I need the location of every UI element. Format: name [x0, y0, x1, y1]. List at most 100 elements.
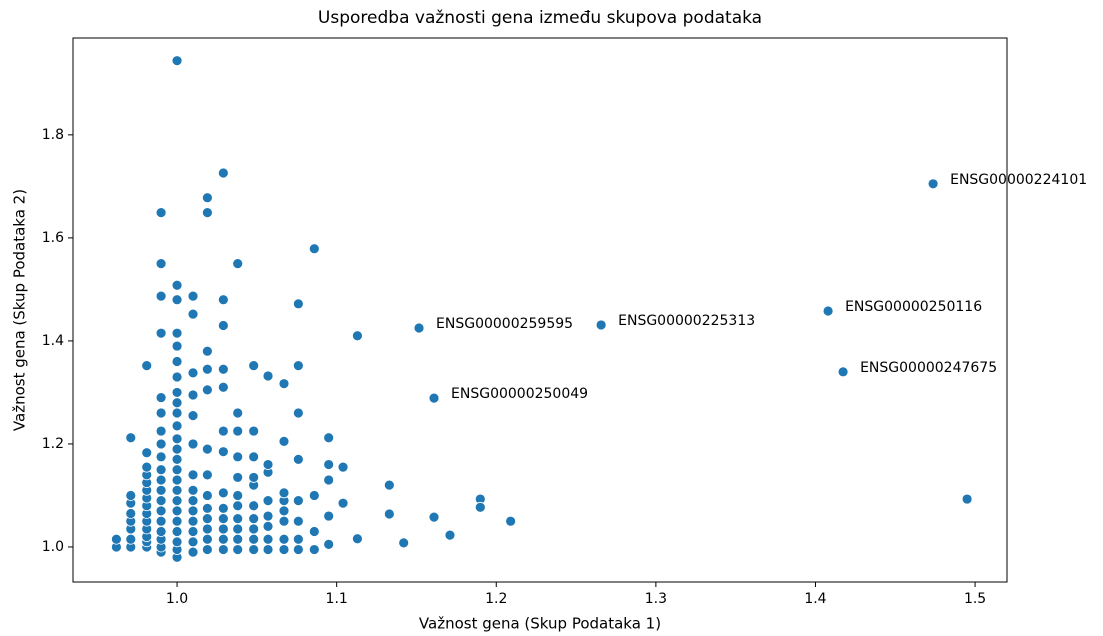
point — [171, 433, 183, 445]
point — [323, 432, 335, 444]
point — [278, 505, 290, 517]
point — [155, 495, 167, 507]
point — [125, 533, 137, 545]
point — [248, 472, 260, 483]
point — [292, 360, 304, 372]
point — [248, 533, 260, 545]
point — [292, 407, 304, 419]
point — [187, 536, 199, 548]
point — [248, 425, 260, 437]
point — [201, 384, 213, 396]
plot-frame — [72, 37, 1008, 583]
y-axis-label: Važnost gena (Skup Podataka 2) — [11, 189, 29, 431]
point — [232, 472, 244, 483]
point — [232, 490, 244, 501]
point — [187, 505, 199, 517]
point — [141, 461, 153, 473]
point — [171, 397, 183, 409]
point — [232, 513, 244, 525]
point — [155, 451, 167, 463]
point — [323, 538, 335, 550]
point — [308, 490, 320, 501]
point — [292, 533, 304, 545]
point — [187, 389, 199, 401]
point — [187, 526, 199, 537]
point — [187, 290, 199, 302]
point — [278, 515, 290, 527]
point — [217, 425, 229, 437]
point — [292, 298, 304, 310]
point — [171, 327, 183, 339]
point — [217, 487, 229, 499]
point — [232, 258, 244, 270]
point — [262, 370, 274, 382]
point — [292, 453, 304, 465]
point — [187, 367, 199, 379]
point — [232, 425, 244, 437]
point — [125, 432, 137, 444]
point — [171, 340, 183, 352]
x-tick-label: 1.2 — [485, 591, 507, 607]
point — [444, 529, 456, 541]
point — [187, 546, 199, 558]
point — [141, 447, 153, 459]
point — [217, 294, 229, 306]
point — [323, 459, 335, 470]
point — [292, 544, 304, 555]
y-tick-label: 1.2 — [42, 436, 64, 452]
point — [141, 360, 153, 372]
point — [262, 495, 274, 507]
point — [201, 544, 213, 555]
point — [201, 502, 213, 514]
x-tick-label: 1.4 — [804, 591, 826, 607]
point — [278, 378, 290, 390]
point — [595, 319, 607, 331]
point — [217, 513, 229, 525]
point — [961, 493, 973, 505]
point — [292, 495, 304, 507]
y-tick-label: 1.4 — [42, 333, 64, 349]
point — [187, 410, 199, 422]
point — [155, 258, 167, 270]
point — [217, 446, 229, 458]
point — [155, 484, 167, 496]
point — [171, 443, 183, 455]
point — [171, 515, 183, 527]
y-tick-label: 1.6 — [42, 230, 64, 246]
point — [217, 523, 229, 535]
point — [822, 305, 834, 317]
point — [278, 544, 290, 555]
point — [171, 474, 183, 486]
point — [155, 207, 167, 219]
point — [171, 356, 183, 367]
point — [248, 451, 260, 463]
y-tick-label: 1.0 — [42, 539, 64, 555]
point — [262, 520, 274, 532]
point — [927, 178, 939, 190]
point — [201, 490, 213, 501]
point — [155, 425, 167, 437]
point — [171, 407, 183, 419]
point — [232, 523, 244, 535]
point — [262, 544, 274, 555]
point — [171, 387, 183, 398]
point — [248, 360, 260, 372]
annotation: ENSG00000250049 — [451, 386, 588, 402]
point — [201, 523, 213, 535]
point — [155, 505, 167, 517]
point — [383, 479, 395, 491]
point — [155, 464, 167, 476]
point — [248, 513, 260, 525]
point — [217, 167, 229, 179]
point — [248, 544, 260, 555]
point — [155, 515, 167, 527]
point — [201, 533, 213, 545]
point — [248, 523, 260, 535]
point — [125, 508, 137, 519]
point — [292, 515, 304, 527]
point — [308, 544, 320, 555]
point — [171, 484, 183, 496]
x-axis-label: Važnost gena (Skup Podataka 1) — [419, 615, 661, 633]
y-tick-label: 1.8 — [42, 127, 64, 143]
